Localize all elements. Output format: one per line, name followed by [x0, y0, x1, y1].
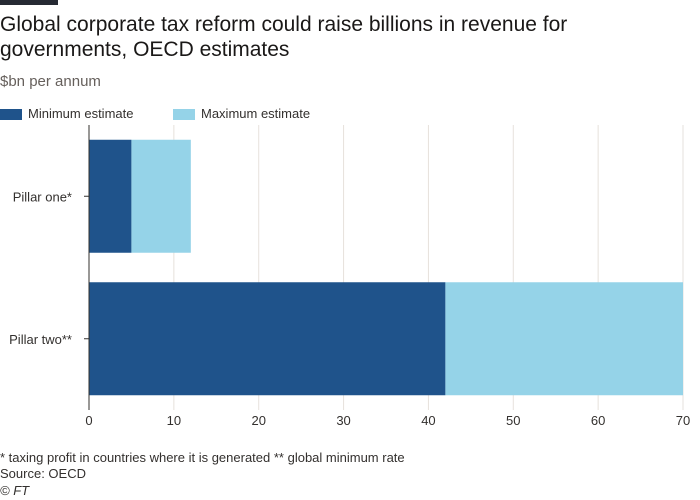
footnote: * taxing profit in countries where it is…: [0, 450, 405, 465]
bar-maximum-1: [445, 282, 683, 396]
chart-subtitle: $bn per annum: [0, 73, 101, 90]
brand-bar: [0, 0, 58, 5]
x-tick-label-7: 70: [676, 413, 690, 428]
legend-swatch-maximum: [173, 109, 195, 120]
chart-title: Global corporate tax reform could raise …: [0, 13, 568, 61]
x-tick-label-2: 20: [251, 413, 265, 428]
bar-maximum-0: [131, 139, 191, 253]
bar-minimum-1: [89, 282, 446, 396]
copyright-credit: © FT: [0, 483, 30, 498]
category-label-0: Pillar one*: [13, 189, 72, 204]
legend-label-maximum: Maximum estimate: [201, 106, 311, 121]
x-tick-label-5: 50: [506, 413, 520, 428]
category-label-1: Pillar two**: [9, 332, 72, 347]
x-tick-label-0: 0: [85, 413, 92, 428]
legend-swatch-minimum: [0, 109, 22, 120]
bar-minimum-0: [89, 139, 132, 253]
x-tick-label-6: 60: [591, 413, 605, 428]
source-note: Source: OECD: [0, 466, 86, 481]
x-tick-label-4: 40: [421, 413, 435, 428]
x-tick-label-3: 30: [336, 413, 350, 428]
legend-label-minimum: Minimum estimate: [28, 106, 134, 121]
x-tick-label-1: 10: [167, 413, 181, 428]
